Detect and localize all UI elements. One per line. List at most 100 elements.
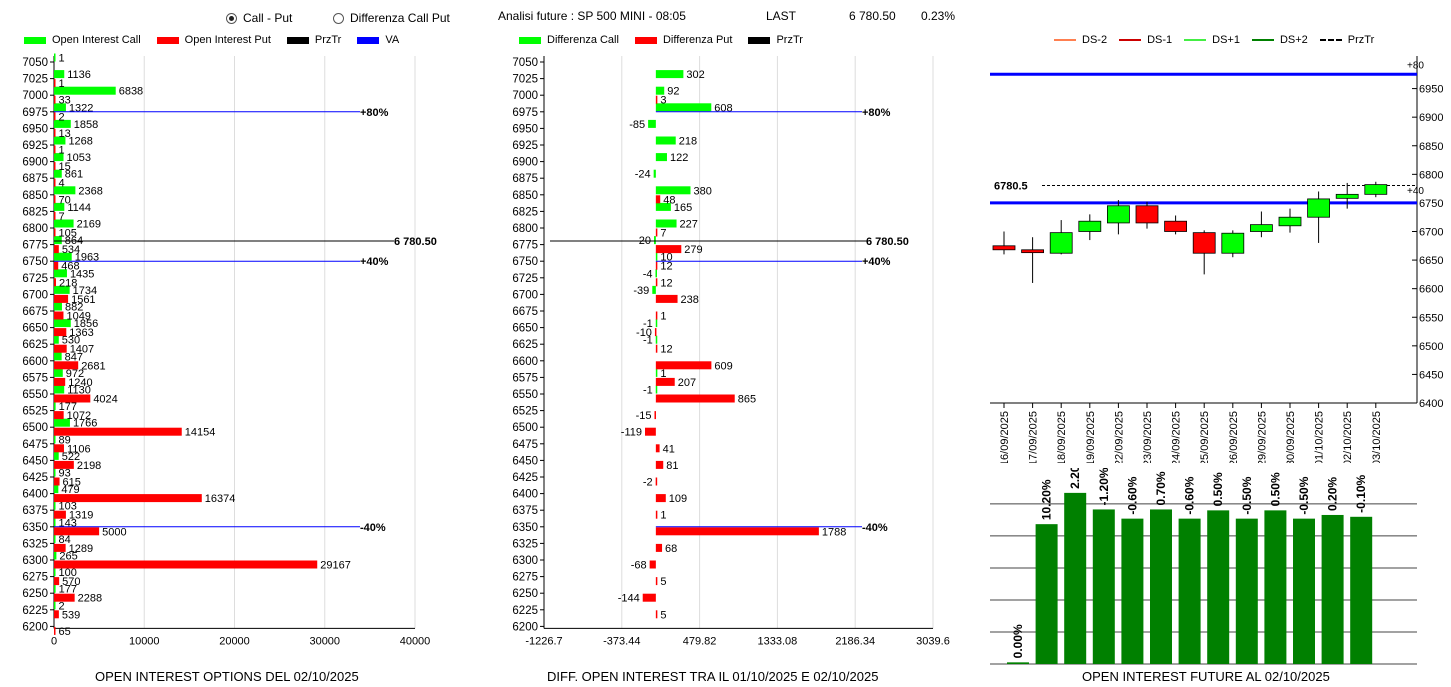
data-label: 10.20% bbox=[1040, 479, 1054, 520]
bar bbox=[54, 219, 74, 228]
data-label: 1 bbox=[660, 311, 666, 323]
last-label: LAST bbox=[766, 9, 797, 23]
bar bbox=[1092, 509, 1115, 664]
x-tick-label: 16/09/2025 bbox=[999, 411, 1011, 463]
bar bbox=[54, 560, 318, 569]
legend-item: Open Interest Call bbox=[24, 34, 141, 46]
bar bbox=[54, 236, 62, 245]
bar bbox=[1264, 510, 1287, 664]
y-tick-label: 7050 bbox=[512, 57, 538, 69]
legend-item: DS+2 bbox=[1251, 34, 1308, 46]
y-tick-label: 6900 bbox=[512, 157, 538, 169]
radio-call-put-label: Call - Put bbox=[243, 11, 293, 25]
przTr-label: 6780.5 bbox=[994, 180, 1028, 192]
y-tick-label: 6200 bbox=[512, 621, 538, 633]
bar bbox=[54, 302, 62, 311]
data-label: 81 bbox=[666, 460, 678, 472]
bar bbox=[54, 311, 64, 320]
y-tick-label: 6625 bbox=[22, 339, 48, 351]
bar bbox=[54, 285, 70, 294]
y-tick-label: 6350 bbox=[22, 522, 48, 534]
x-tick-label: 30000 bbox=[309, 635, 340, 647]
data-label: 1268 bbox=[68, 136, 92, 148]
legend-item: Differenza Put bbox=[634, 34, 732, 46]
data-label: 15 bbox=[59, 161, 71, 173]
legend-label: DS-2 bbox=[1082, 34, 1108, 46]
bar bbox=[54, 278, 56, 287]
bar bbox=[655, 269, 657, 278]
bar bbox=[54, 153, 64, 162]
y-tick-label: 6850 bbox=[512, 190, 538, 202]
caption-oi-options: OPEN INTEREST OPTIONS DEL 02/10/2025 bbox=[95, 669, 359, 684]
data-label: 165 bbox=[674, 202, 692, 214]
x-tick-label: -1226.7 bbox=[525, 635, 562, 647]
bar bbox=[655, 344, 658, 353]
legend-item: PrzTr bbox=[1319, 34, 1374, 46]
bar bbox=[54, 568, 56, 577]
bar bbox=[54, 202, 65, 211]
data-label: 882 bbox=[65, 302, 83, 314]
data-label: 570 bbox=[62, 576, 80, 588]
y-tick-label: 6725 bbox=[512, 273, 538, 285]
data-label: 265 bbox=[59, 551, 77, 563]
x-tick-label: 10000 bbox=[129, 635, 160, 647]
data-label: 847 bbox=[65, 351, 83, 363]
bar bbox=[54, 385, 65, 394]
y-tick-label: 7000 bbox=[512, 90, 538, 102]
bar bbox=[54, 444, 64, 453]
data-label: 177 bbox=[59, 401, 77, 413]
data-label: 522 bbox=[62, 451, 80, 463]
data-label: 0.20% bbox=[1326, 477, 1340, 511]
bar bbox=[54, 543, 66, 552]
x-tick-label: 2186.34 bbox=[835, 635, 875, 647]
y-tick-label: 6450 bbox=[512, 455, 538, 467]
data-label: 109 bbox=[669, 493, 687, 505]
bar bbox=[655, 252, 658, 261]
bar bbox=[654, 236, 656, 245]
data-label: 972 bbox=[66, 368, 84, 380]
data-label: -1 bbox=[643, 318, 653, 330]
candle-body bbox=[1335, 193, 1359, 199]
bar bbox=[54, 577, 60, 586]
radio-diff-call-put[interactable]: Differenza Call Put bbox=[333, 11, 450, 25]
y-tick-label: 6475 bbox=[512, 439, 538, 451]
data-label: 1322 bbox=[69, 102, 93, 114]
bar bbox=[54, 119, 71, 128]
data-label: 93 bbox=[59, 468, 71, 480]
data-label: 1561 bbox=[71, 294, 95, 306]
y-tick-label: 6875 bbox=[512, 173, 538, 185]
data-label: 1 bbox=[59, 145, 65, 157]
data-label: 1136 bbox=[67, 69, 91, 81]
bar bbox=[54, 70, 65, 79]
y-tick-label: 6550 bbox=[22, 389, 48, 401]
bar bbox=[54, 551, 57, 560]
legend-label: Open Interest Put bbox=[184, 34, 271, 46]
y-tick-label: 6750 bbox=[22, 256, 48, 268]
data-label: -85 bbox=[629, 119, 645, 131]
candle-body bbox=[1249, 224, 1273, 232]
bar bbox=[644, 427, 656, 436]
diff-open-interest-chart: -1226.7 -373.44 479.82 1333.08 2186.34 3039.6… bbox=[512, 56, 950, 647]
bar bbox=[54, 328, 67, 337]
bar bbox=[1293, 518, 1315, 664]
bar bbox=[54, 145, 56, 154]
bar bbox=[655, 195, 661, 204]
data-label: -1 bbox=[643, 385, 653, 397]
radio-call-put[interactable]: Call - Put bbox=[226, 11, 292, 25]
bar bbox=[54, 394, 91, 403]
data-label: 1240 bbox=[68, 377, 92, 389]
legend-label: PrzTr bbox=[314, 34, 342, 46]
bar bbox=[54, 344, 67, 353]
data-label: 1 bbox=[59, 78, 65, 90]
bar bbox=[54, 418, 70, 427]
bar bbox=[648, 119, 656, 128]
candle-body bbox=[1307, 198, 1331, 218]
y-tick-label: 6375 bbox=[22, 505, 48, 517]
data-label: 12 bbox=[660, 261, 672, 273]
y-tick-label: 6900 bbox=[22, 157, 48, 169]
bar bbox=[655, 278, 658, 287]
future-candlestick-chart: 6400 6450 6500 6550 6600 6650 6700 6750 6800 6850… bbox=[990, 56, 1443, 463]
y-tick-label: 7000 bbox=[22, 90, 48, 102]
data-label: 122 bbox=[670, 152, 688, 164]
bar bbox=[54, 610, 59, 619]
